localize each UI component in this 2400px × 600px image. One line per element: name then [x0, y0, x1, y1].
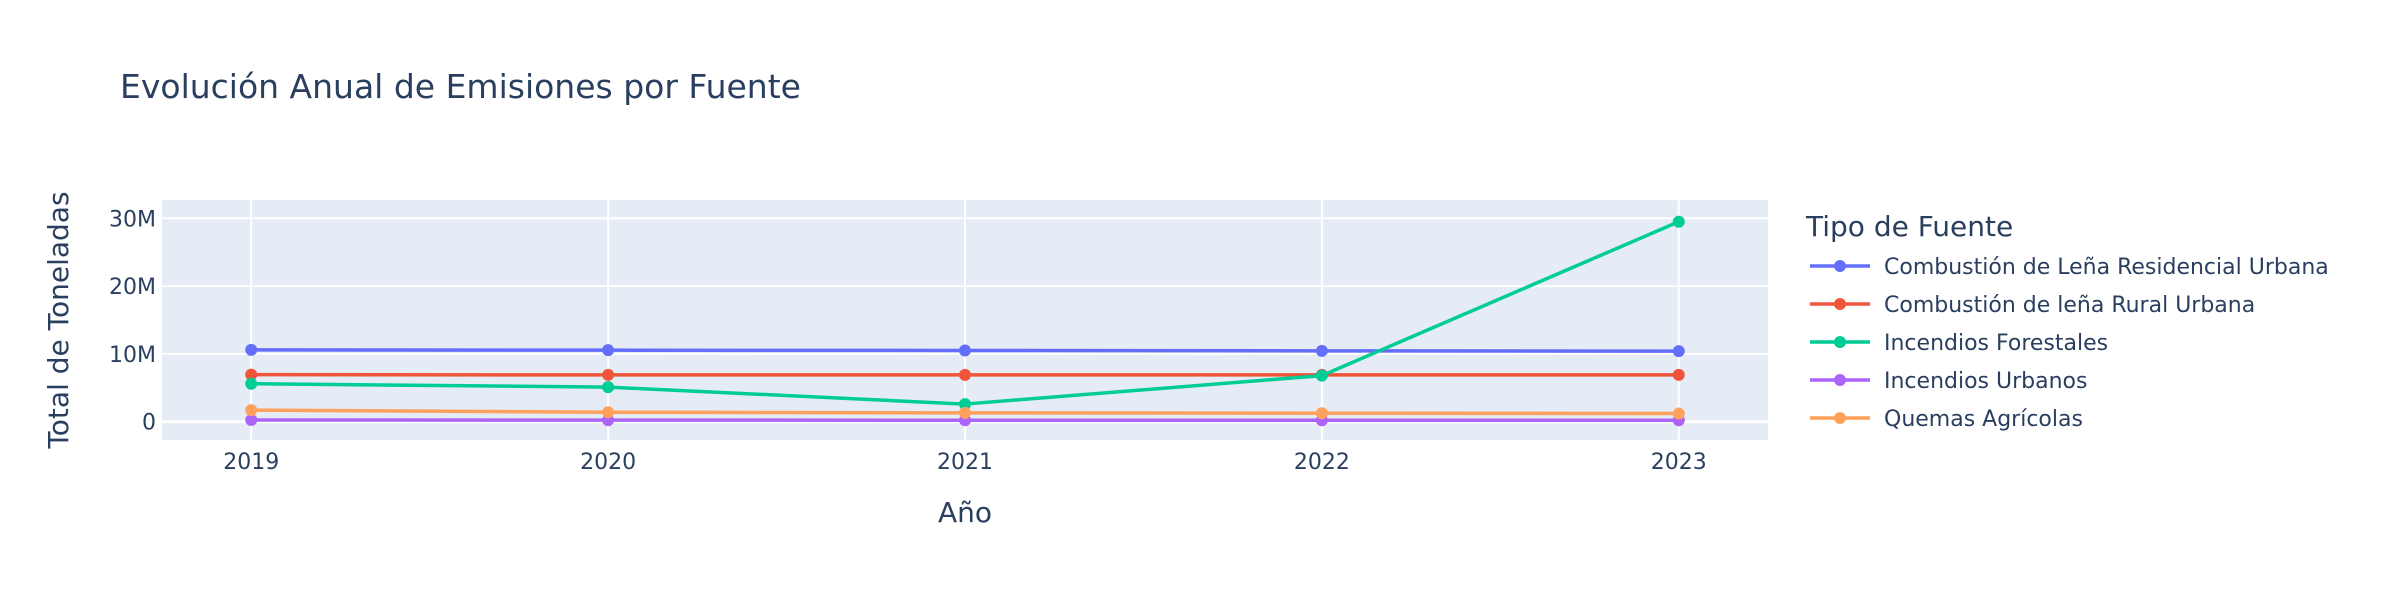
- data-point: [1672, 368, 1685, 381]
- x-axis-ticks: 2019 2020 2021 2022 2023: [223, 450, 1707, 475]
- legend-swatch-marker: [1834, 412, 1846, 424]
- legend-label: Combustión de leña Rural Urbana: [1884, 293, 2255, 318]
- data-point: [1315, 407, 1328, 420]
- data-point: [1672, 345, 1685, 358]
- x-tick-label: 2022: [1294, 450, 1350, 475]
- data-point: [959, 406, 971, 419]
- x-tick-label: 2020: [580, 450, 636, 475]
- legend-swatch-marker: [1834, 374, 1846, 386]
- data-point: [245, 343, 258, 356]
- legend-swatch-marker: [1834, 336, 1846, 348]
- data-point: [245, 377, 258, 390]
- data-point: [959, 398, 971, 411]
- x-tick-label: 2023: [1651, 450, 1707, 475]
- data-point: [1315, 344, 1328, 357]
- y-tick-label: 10M: [109, 343, 156, 368]
- series-3: [245, 215, 1685, 411]
- legend-swatch-marker: [1834, 260, 1846, 272]
- x-axis-title: Año: [938, 496, 992, 529]
- legend-item[interactable]: Incendios Forestales: [1810, 331, 2108, 356]
- legend-label: Incendios Forestales: [1884, 331, 2108, 356]
- data-point: [1315, 369, 1328, 382]
- data-point: [959, 368, 971, 381]
- x-tick-label: 2021: [937, 450, 993, 475]
- data-point: [602, 406, 615, 419]
- data-point: [602, 381, 615, 394]
- data-point: [1672, 215, 1685, 228]
- y-axis-ticks: 0 10M 20M 30M: [109, 207, 156, 435]
- data-point: [959, 344, 971, 357]
- y-axis-title: Total de Toneladas: [42, 191, 75, 449]
- chart-title: Evolución Anual de Emisiones por Fuente: [120, 67, 801, 106]
- data-point: [602, 344, 615, 357]
- series-layer: [245, 215, 1685, 427]
- legend-title: Tipo de Fuente: [1805, 210, 2013, 243]
- data-point: [245, 414, 258, 426]
- series-1: [245, 343, 1685, 358]
- legend-label: Quemas Agrícolas: [1884, 407, 2083, 432]
- legend-item[interactable]: Combustión de leña Rural Urbana: [1810, 293, 2255, 318]
- y-tick-label: 0: [142, 411, 156, 436]
- legend-swatch-marker: [1834, 298, 1846, 310]
- y-tick-label: 20M: [109, 275, 156, 300]
- legend-item[interactable]: Quemas Agrícolas: [1810, 407, 2083, 432]
- legend-item[interactable]: Incendios Urbanos: [1810, 369, 2087, 394]
- x-tick-label: 2019: [223, 450, 279, 475]
- data-point: [245, 368, 258, 381]
- data-point: [245, 404, 258, 417]
- legend-items: Combustión de Leña Residencial Urbana Com…: [1810, 255, 2329, 432]
- legend-label: Combustión de Leña Residencial Urbana: [1884, 255, 2329, 280]
- legend-item[interactable]: Combustión de Leña Residencial Urbana: [1810, 255, 2329, 280]
- y-tick-label: 30M: [109, 207, 156, 232]
- series-5: [245, 404, 1685, 420]
- data-point: [1672, 407, 1685, 420]
- legend: Tipo de Fuente Combustión de Leña Reside…: [1805, 210, 2329, 432]
- data-point: [602, 368, 615, 381]
- legend-label: Incendios Urbanos: [1884, 369, 2087, 394]
